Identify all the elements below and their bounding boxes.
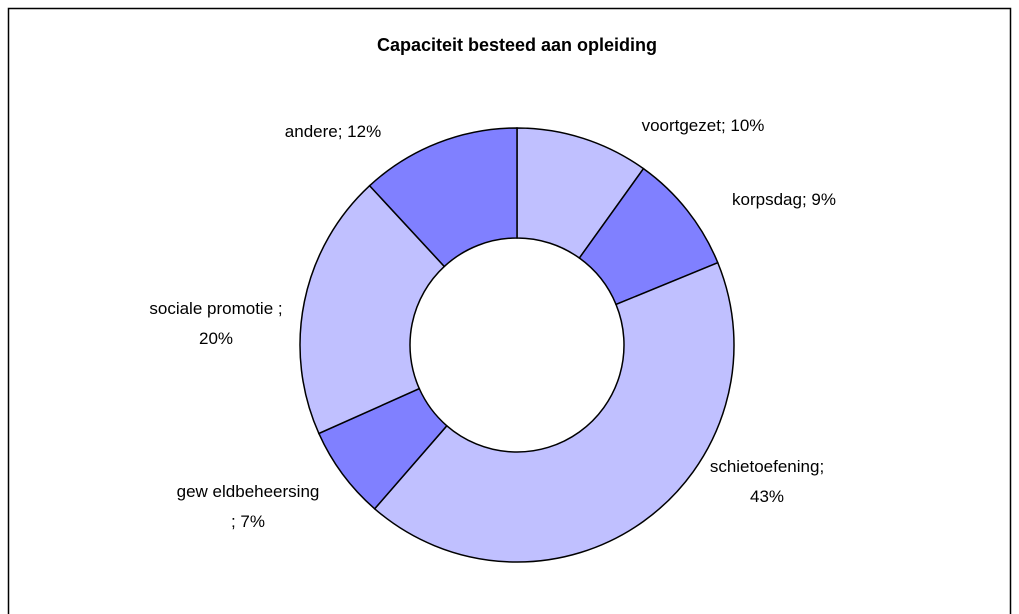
data-label: sociale promotie ; 20%	[149, 299, 282, 348]
data-label-line: 20%	[199, 329, 233, 348]
donut-slice	[368, 127, 518, 268]
data-label-line: ; 7%	[231, 512, 265, 531]
data-label-line: voortgezet; 10%	[642, 116, 765, 135]
data-label: korpsdag; 9%	[732, 190, 836, 209]
data-label-line: korpsdag; 9%	[732, 190, 836, 209]
chart-title: Capaciteit besteed aan opleiding	[377, 35, 657, 55]
data-label: voortgezet; 10%	[642, 116, 765, 135]
data-label: andere; 12%	[285, 122, 381, 141]
donut-slice	[299, 184, 446, 435]
data-label-line: 43%	[750, 487, 784, 506]
data-label-line: gew eldbeheersing	[177, 482, 320, 501]
data-label-line: schietoefening;	[710, 457, 824, 476]
data-label: gew eldbeheersing ; 7%	[177, 482, 320, 531]
data-label: schietoefening; 43%	[710, 457, 824, 506]
data-label-line: sociale promotie ;	[149, 299, 282, 318]
data-label-line: andere; 12%	[285, 122, 381, 141]
donut-slice	[373, 261, 735, 563]
